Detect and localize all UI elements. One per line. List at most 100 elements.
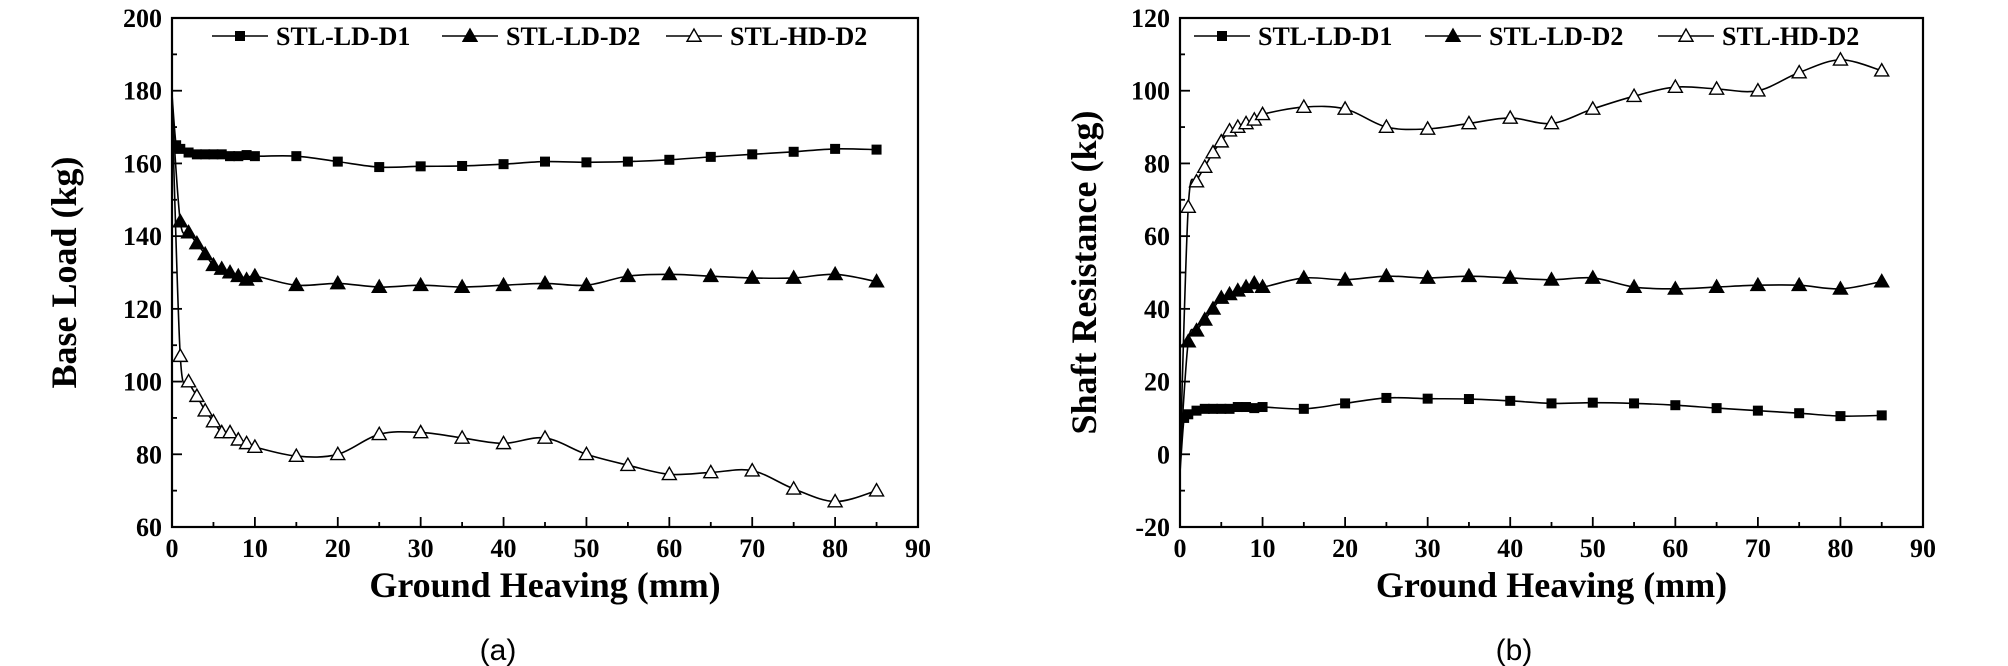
panel-b-legend-label: STL-LD-D1 [1258, 22, 1392, 51]
panel-b-point-stl-hd-d2 [1584, 100, 1601, 115]
panel-b-point-stl-ld-d2 [1196, 311, 1213, 326]
panel-b-point-stl-hd-d2 [1460, 115, 1478, 130]
panel-a-point-stl-ld-d1 [191, 149, 202, 160]
panel-a-point-stl-ld-d1 [233, 151, 244, 162]
panel-a-legend-entry-stl-ld-d1: STL-LD-D1 [212, 22, 410, 51]
panel-a-y-tick-label: 200 [123, 4, 162, 33]
panel-b-point-stl-ld-d1 [1241, 402, 1252, 413]
panel-a-x-tick-label: 0 [166, 534, 179, 563]
panel-b-point-stl-ld-d1 [1422, 393, 1433, 404]
panel-a-plot-frame [170, 16, 920, 529]
panel-b-series-stl-ld-d2 [1179, 267, 1890, 458]
panel-b-point-stl-ld-d1 [1216, 403, 1227, 414]
panel-a-line-stl-ld-d1 [171, 94, 877, 169]
panel-b-point-stl-ld-d1 [1587, 397, 1598, 408]
panel-a-point-stl-ld-d1 [415, 161, 426, 172]
panel-b-x-axis-title: Ground Heaving (mm) [1376, 565, 1727, 605]
panel-a-y-tick-label: 160 [123, 149, 162, 178]
panel-b-point-stl-ld-d2 [1790, 276, 1808, 292]
panel-b-point-stl-ld-d2 [1543, 271, 1560, 286]
panel-a-point-stl-hd-d2 [221, 424, 239, 439]
panel-a-point-stl-ld-d1 [216, 149, 227, 160]
panel-a-legend-label: STL-LD-D2 [506, 22, 640, 51]
panel-b-point-stl-hd-d2 [1378, 118, 1395, 134]
panel-a-point-stl-ld-d2 [868, 273, 885, 288]
panel-a-point-stl-ld-d1 [175, 143, 186, 154]
panel-b-point-stl-ld-d2 [1188, 322, 1205, 337]
panel-b-point-stl-ld-d2 [1419, 269, 1436, 284]
panel-b-point-stl-ld-d1 [1232, 402, 1243, 413]
panel-a-point-stl-ld-d2 [536, 274, 554, 290]
panel-b-point-stl-ld-d1 [1224, 403, 1235, 414]
panel-a-x-tick-label: 50 [573, 534, 599, 563]
panel-a-point-stl-ld-d1 [183, 147, 194, 158]
panel-a-y-tick-label: 100 [123, 368, 162, 397]
panel-a-x-tick-label: 30 [408, 534, 434, 563]
panel-b-point-stl-ld-d2 [1749, 276, 1767, 292]
panel-b-point-stl-ld-d2 [1708, 278, 1725, 293]
panel-a-y-tick-label: 80 [136, 440, 162, 469]
panel-a-legend-marker [461, 27, 479, 42]
panel-b-legend-marker [1217, 31, 1227, 41]
panel-b-x-tick-label: 50 [1580, 534, 1606, 563]
panel-a-legend-label: STL-HD-D2 [730, 22, 867, 51]
panel-a-point-stl-ld-d2 [196, 245, 214, 261]
panel-b-y-axis-title: Shaft Resistance (kg) [1064, 111, 1104, 435]
panel-a-point-stl-ld-d1 [457, 160, 468, 171]
panel-b-point-stl-ld-d1 [1794, 408, 1805, 419]
panel-b-x-tick-label: 30 [1415, 534, 1441, 563]
panel-b-legend-entry-stl-hd-d2: STL-HD-D2 [1658, 22, 1859, 51]
panel-b-x-tick-label: 80 [1827, 534, 1853, 563]
panel-b-point-stl-ld-d1 [1199, 403, 1210, 414]
panel-b-point-stl-ld-d2 [1460, 267, 1478, 283]
panel-a-point-stl-hd-d2 [785, 480, 802, 495]
panel-b-point-stl-ld-d1 [1670, 400, 1681, 411]
panel-b-y-tick-label: 100 [1131, 77, 1170, 106]
panel-a-point-stl-hd-d2 [619, 456, 637, 472]
panel-b-point-stl-ld-d2 [1254, 278, 1271, 293]
panel-a-x-axis-title: Ground Heaving (mm) [369, 565, 720, 605]
panel-a-point-stl-ld-d2 [371, 278, 388, 293]
panel-a-x-tick-label: 40 [491, 534, 517, 563]
panel-a-point-stl-ld-d1 [664, 154, 675, 165]
panel-a-point-stl-ld-d1 [200, 149, 211, 160]
panel-a-series-stl-ld-d1 [171, 94, 882, 173]
panel-a-point-stl-ld-d1 [705, 151, 716, 162]
panel-a-point-stl-hd-d2 [578, 445, 595, 461]
panel-b-x-tick-label: 60 [1662, 534, 1688, 563]
panel-a-series-stl-ld-d2 [171, 108, 885, 293]
panel-b-legend-entry-stl-ld-d2: STL-LD-D2 [1425, 22, 1623, 51]
panel-b-chart: 0 10 20 30 40 50 60 70 80 90-20020406080100120Gro… [1064, 4, 1936, 666]
panel-b-legend-marker [1444, 27, 1462, 42]
panel-a-x-tick-label: 70 [739, 534, 765, 563]
panel-b-point-stl-hd-d2 [1254, 105, 1271, 121]
panel-a-point-stl-ld-d2 [221, 264, 239, 279]
panel-a-y-tick-label: 140 [123, 222, 162, 251]
panel-b-point-stl-ld-d1 [1340, 398, 1351, 409]
panel-b-legend-label: STL-HD-D2 [1722, 22, 1859, 51]
panel-a-y-tick-label: 120 [123, 295, 162, 324]
panel-a-chart: 0 10 20 30 40 50 60 70 80 90 60 80 100 120 140 160 180 20… [44, 4, 931, 666]
panel-a-point-stl-hd-d2 [205, 413, 222, 428]
panel-a-point-stl-hd-d2 [329, 445, 346, 461]
panel-a-legend-entry-stl-ld-d2: STL-LD-D2 [442, 22, 640, 51]
panel-a-point-stl-hd-d2 [188, 387, 206, 403]
panel-a-y-tick-label: 60 [136, 513, 162, 542]
panel-a-point-stl-ld-d1 [291, 151, 302, 162]
panel-a-line-stl-hd-d2 [171, 105, 877, 503]
panel-a-point-stl-hd-d2 [246, 438, 264, 453]
panel-b-legend: STL-LD-D1 STL-LD-D2 STL-HD-D2 [1194, 22, 1859, 51]
panel-a-point-stl-hd-d2 [412, 424, 429, 439]
panel-b-point-stl-ld-d2 [1667, 280, 1684, 295]
panel-a-point-stl-ld-d2 [412, 276, 429, 292]
panel-b-caption: (b) [1496, 634, 1533, 666]
panel-a-point-stl-hd-d2 [744, 462, 761, 477]
panel-b-x-tick-label: 90 [1910, 534, 1936, 563]
panel-a-y-axis-title: Base Load (kg) [44, 156, 84, 388]
panel-a-x-tick-label: 20 [325, 534, 351, 563]
panel-b-point-stl-ld-d1 [1183, 409, 1194, 420]
panel-a-point-stl-ld-d2 [453, 278, 471, 293]
panel-b-point-stl-hd-d2 [1667, 78, 1684, 94]
panel-a-legend-marker [685, 27, 703, 42]
